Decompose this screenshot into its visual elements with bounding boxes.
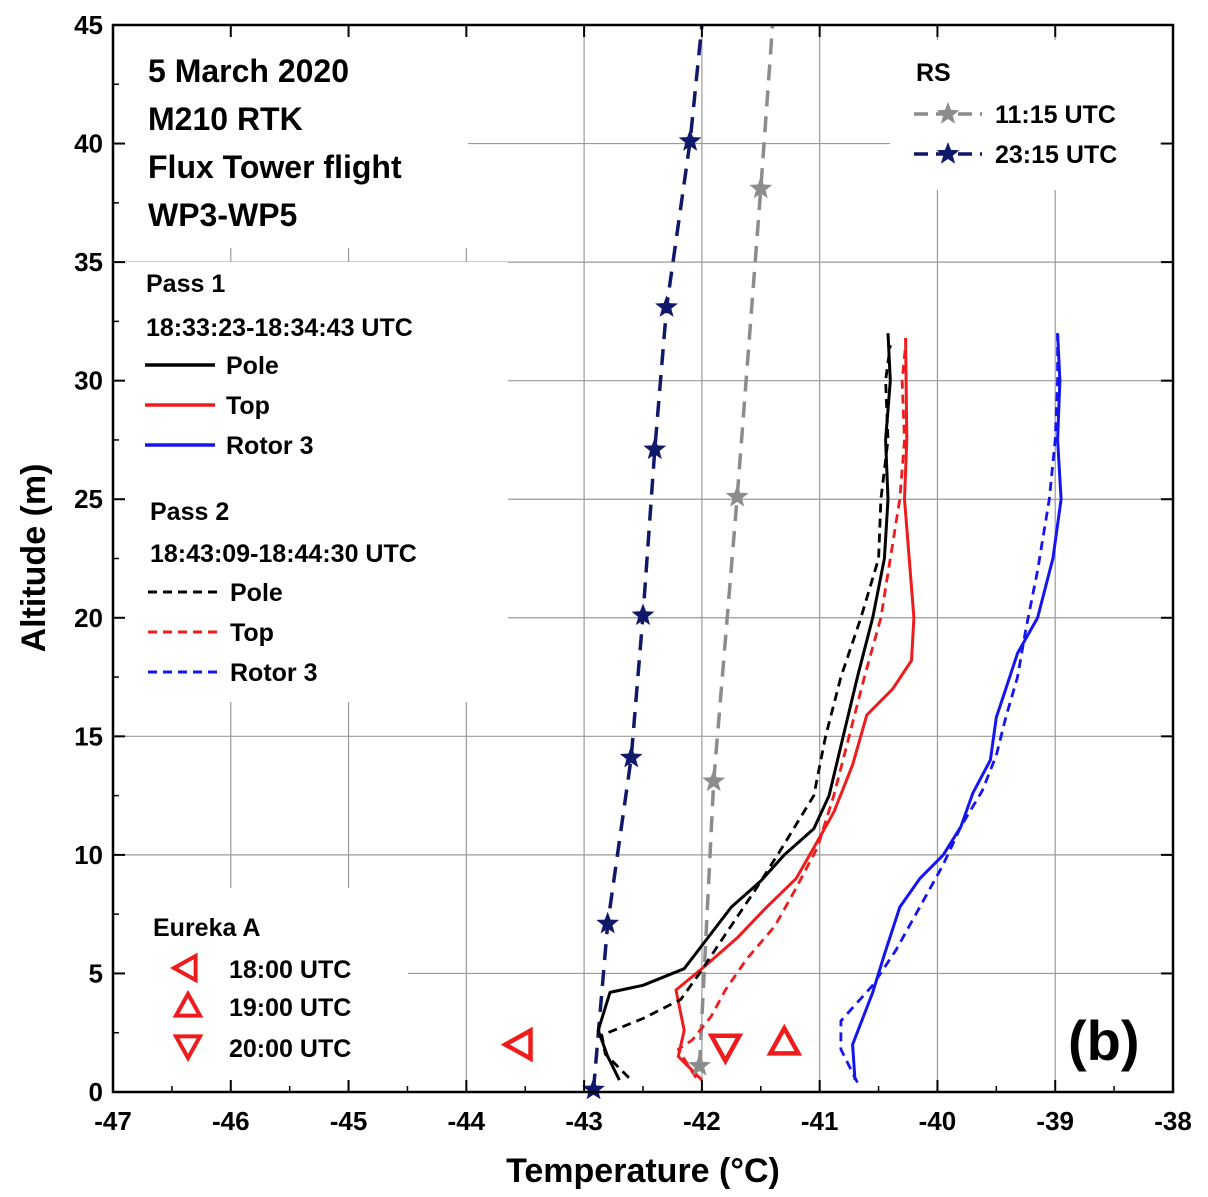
series-rotor-3-pass2 xyxy=(839,333,1059,1084)
eureka-marker-20 xyxy=(707,1033,744,1066)
annotation-block: 5 March 2020 M210 RTK Flux Tower flight … xyxy=(148,53,402,233)
legend-label-rs-1115: 11:15 UTC xyxy=(995,101,1116,129)
rs-series-2315-star-marker xyxy=(596,911,620,934)
annotation-line-date: 5 March 2020 xyxy=(148,53,349,89)
y-tick-label: 25 xyxy=(74,484,103,514)
x-tick-label: -40 xyxy=(919,1106,957,1136)
legend-marker-rs-2315 xyxy=(936,142,960,164)
legend-marker-rs-1115 xyxy=(936,102,960,124)
y-tick-label: 40 xyxy=(74,129,103,159)
legend-background xyxy=(118,888,408,1088)
legend-pass2: Pass 2 18:43:09-18:44:30 UTC Pole Top Ro… xyxy=(148,498,417,687)
legend-pass1-time: 18:33:23-18:34:43 UTC xyxy=(146,314,413,342)
legend-label-top: Top xyxy=(226,392,270,420)
legend-background xyxy=(118,30,468,248)
y-tick-label: 35 xyxy=(74,247,103,277)
rs-series-2315-star-marker xyxy=(643,437,667,460)
x-tick-label: -47 xyxy=(94,1106,132,1136)
annotation-line-waypoints: WP3-WP5 xyxy=(148,197,297,233)
rs-series-1115-star-marker xyxy=(688,1053,711,1076)
ticks: -47 -46 -45 -44 -43 -42 -41 -40 -39 -38 0 5 10 15 20 25… xyxy=(74,10,1192,1136)
series-layer xyxy=(591,24,1063,1090)
legend-background xyxy=(890,40,1160,190)
legend-pass1: Pass 1 18:33:23-18:34:43 UTC Pole Top Ro… xyxy=(145,270,413,460)
rs-series-2315-star-marker xyxy=(582,1077,605,1100)
rs-series-1115-star-marker xyxy=(725,484,749,507)
y-tick-label: 0 xyxy=(89,1077,103,1107)
series-pole-pass1 xyxy=(596,333,892,1081)
eureka-marker-18 xyxy=(500,1026,533,1063)
legend-pass1-title: Pass 1 xyxy=(146,270,225,298)
rs-series-2315-star-marker xyxy=(619,745,643,768)
legend-pass2-time: 18:43:09-18:44:30 UTC xyxy=(150,540,417,568)
rs-series-1115-star-marker xyxy=(702,769,726,792)
legend-marker-eureka-1900 xyxy=(172,989,204,1018)
legend-background xyxy=(118,262,508,702)
legend-label-pole-2: Pole xyxy=(230,579,283,607)
rs-series-2315-star-marker xyxy=(678,129,702,151)
eureka-marker-19 xyxy=(766,1023,803,1056)
y-tick-label: 20 xyxy=(74,603,103,633)
y-tick-label: 30 xyxy=(74,366,103,396)
rs-series-1115-star-marker xyxy=(749,176,773,199)
panel-label: (b) xyxy=(1068,1009,1140,1072)
legend-masks xyxy=(118,30,1160,1088)
legend-label-top-2: Top xyxy=(230,619,274,647)
x-tick-label: -41 xyxy=(801,1106,839,1136)
markers-layer xyxy=(500,129,803,1100)
legend-label-rotor-2: Rotor 3 xyxy=(230,659,318,687)
y-tick-label: 5 xyxy=(89,958,103,988)
legend-rs-title: RS xyxy=(916,59,951,87)
x-tick-label: -45 xyxy=(330,1106,368,1136)
x-tick-label: -43 xyxy=(565,1106,603,1136)
legend-rs: RS 11:15 UTC 23:15 UTC xyxy=(914,59,1117,169)
legend-pass2-title: Pass 2 xyxy=(150,498,229,526)
x-tick-label: -39 xyxy=(1036,1106,1074,1136)
annotation-line-flight: Flux Tower flight xyxy=(148,149,402,185)
legend-label-rs-2315: 23:15 UTC xyxy=(995,141,1117,169)
legend-label-eureka-1900: 19:00 UTC xyxy=(229,994,351,1022)
legend-marker-eureka-2000 xyxy=(172,1034,204,1063)
x-axis-label: Temperature (°C) xyxy=(506,1152,780,1190)
series-rotor-3-pass1 xyxy=(851,333,1063,1081)
series-pole-pass2 xyxy=(600,344,892,1079)
series-top-pass1 xyxy=(674,337,916,1082)
rs-series-2315-star-marker xyxy=(631,603,655,626)
x-tick-label: -44 xyxy=(448,1106,486,1136)
x-tick-label: -38 xyxy=(1154,1106,1192,1136)
legend-label-eureka-1800: 18:00 UTC xyxy=(229,956,351,984)
legend-eureka: Eureka A 18:00 UTC 19:00 UTC 20:00 UTC xyxy=(153,914,351,1063)
annotation-line-platform: M210 RTK xyxy=(148,101,303,137)
y-axis-label: Altitude (m) xyxy=(15,464,53,653)
x-tick-label: -46 xyxy=(212,1106,250,1136)
y-tick-label: 10 xyxy=(74,840,103,870)
y-tick-label: 45 xyxy=(74,10,103,40)
legend-label-pole: Pole xyxy=(226,352,279,380)
rs-series-1115 xyxy=(697,24,775,1066)
legend-label-eureka-2000: 20:00 UTC xyxy=(229,1035,351,1063)
legend-eureka-title: Eureka A xyxy=(153,914,260,942)
rs-series-2315-star-marker xyxy=(655,295,678,317)
series-top-pass2 xyxy=(676,344,907,1079)
x-tick-label: -42 xyxy=(683,1106,721,1136)
legend-marker-eureka-1800 xyxy=(169,952,198,984)
legend-label-rotor: Rotor 3 xyxy=(226,432,314,460)
y-tick-label: 15 xyxy=(74,721,103,751)
rs-series-2315 xyxy=(591,24,704,1090)
